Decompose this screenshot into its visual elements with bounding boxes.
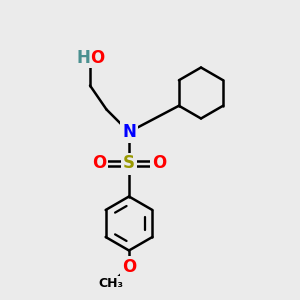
Text: O: O (92, 154, 106, 172)
Text: N: N (122, 123, 136, 141)
Text: O: O (122, 258, 136, 276)
Text: CH₃: CH₃ (98, 277, 124, 290)
Text: O: O (91, 50, 105, 68)
Text: S: S (123, 154, 135, 172)
Text: O: O (152, 154, 166, 172)
Text: H: H (76, 50, 90, 68)
